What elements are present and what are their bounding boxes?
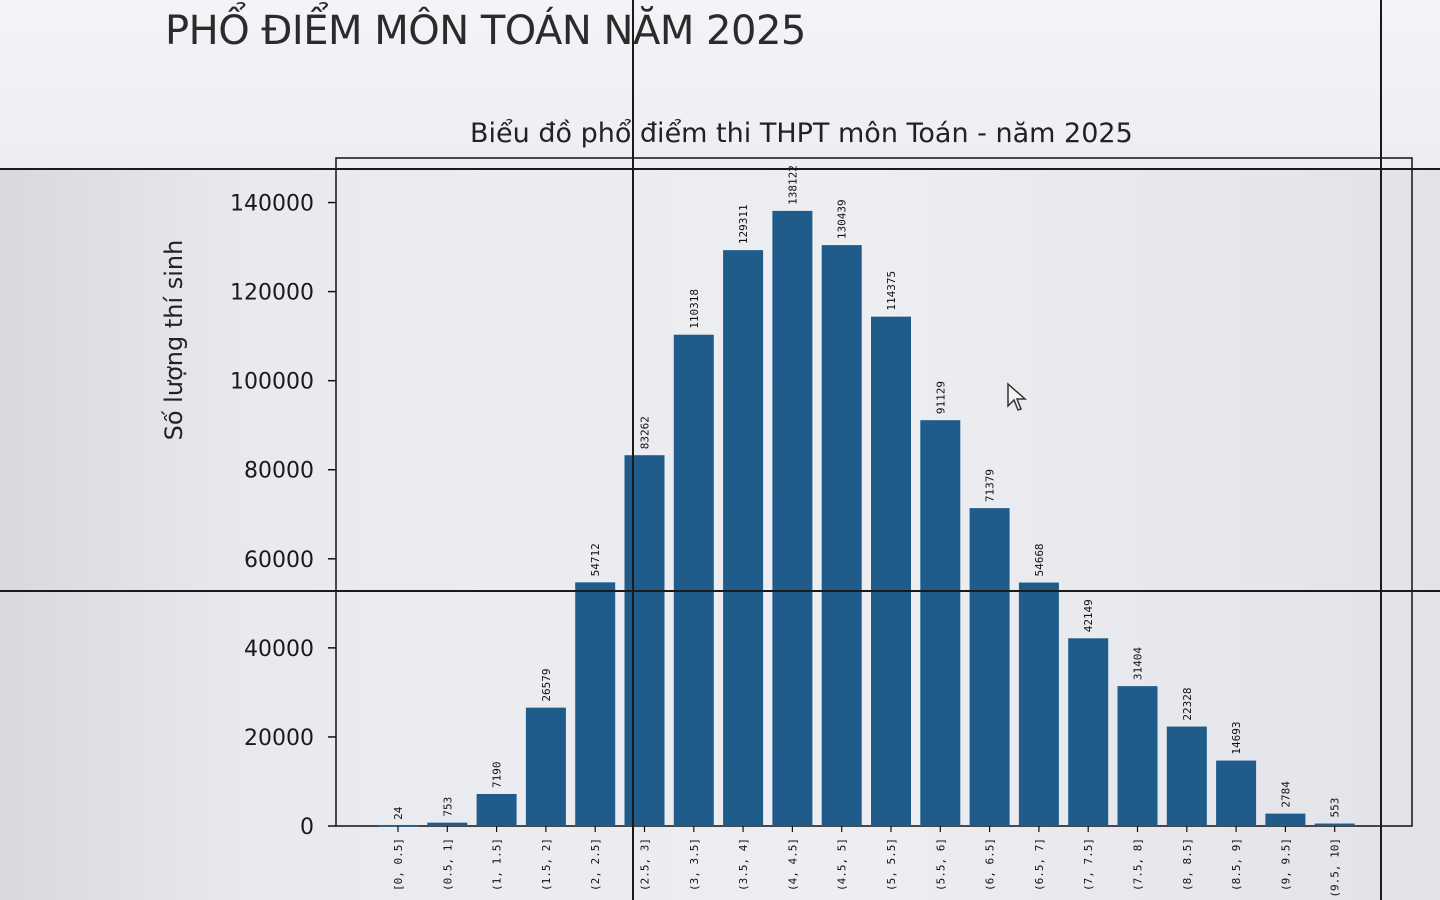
x-tick-label: (6.5, 7] <box>1033 838 1046 891</box>
bar <box>624 455 665 826</box>
bar <box>1166 726 1207 826</box>
x-tick-label: (4, 4.5] <box>786 838 799 891</box>
bar-data-label: 42149 <box>1082 599 1095 632</box>
bar <box>1117 686 1158 826</box>
bar-data-label: 71379 <box>984 469 997 502</box>
bar-data-label: 753 <box>441 797 454 817</box>
x-tick-label: (7, 7.5] <box>1082 838 1095 891</box>
bar-data-label: 26579 <box>540 669 553 702</box>
x-tick-label: [0, 0.5] <box>392 838 405 891</box>
bar <box>821 245 862 827</box>
bars <box>378 210 1355 827</box>
y-tick-label: 140000 <box>230 192 314 217</box>
bar <box>1018 582 1059 826</box>
bar <box>969 508 1010 826</box>
bar-data-label: 54712 <box>589 543 602 576</box>
y-tick-label: 20000 <box>244 726 314 751</box>
x-tick-label: (4.5, 5] <box>836 838 849 891</box>
slide-header-area <box>0 0 1440 170</box>
bar <box>575 582 616 826</box>
grid-line-vertical <box>632 0 634 900</box>
y-tick-label: 40000 <box>244 637 314 662</box>
x-tick-label: (9.5, 10] <box>1329 838 1342 898</box>
bar-data-label: 110318 <box>688 289 701 329</box>
x-tick-label: (8.5, 9] <box>1230 838 1243 891</box>
bar-data-label: 129311 <box>737 204 750 244</box>
grid-line-vertical <box>1380 0 1382 900</box>
grid-line-horizontal <box>0 168 1440 170</box>
slide-title: PHỔ ĐIỂM MÔN TOÁN NĂM 2025 <box>165 8 806 54</box>
bar-data-label: 7190 <box>491 761 504 787</box>
y-tick-label: 0 <box>300 815 314 840</box>
bar <box>427 822 468 826</box>
x-tick-label: (5, 5.5] <box>885 838 898 891</box>
bar-data-label: 553 <box>1329 798 1342 818</box>
x-tick-label: (2.5, 3] <box>639 838 652 891</box>
bar <box>1314 823 1355 826</box>
y-axis-ticks: 0 20000 40000 60000 80000 100000 120000 140000 <box>230 192 336 840</box>
x-axis-ticks: [0, 0.5] (0.5, 1] (1, 1.5] (1.5, 2] (2, 2.5]… <box>392 826 1342 898</box>
bar-data-labels: 24 753 7190 26579 54712 83262 110318 129311 1381… <box>392 165 1342 820</box>
bar <box>1068 638 1109 826</box>
x-tick-label: (3.5, 4] <box>737 838 750 891</box>
bar-data-label: 138122 <box>786 165 799 205</box>
bar <box>871 316 911 826</box>
grid-line-horizontal <box>0 590 1440 592</box>
bar-data-label: 22328 <box>1181 687 1194 720</box>
bar <box>673 334 714 826</box>
bar-data-label: 31404 <box>1132 647 1145 680</box>
bar-data-label: 114375 <box>885 271 898 311</box>
y-tick-label: 120000 <box>230 281 314 306</box>
y-tick-label: 80000 <box>244 459 314 484</box>
x-tick-label: (5.5, 6] <box>934 838 947 891</box>
bar <box>723 250 764 826</box>
x-tick-label: (2, 2.5] <box>589 838 602 891</box>
x-tick-label: (1, 1.5] <box>491 838 504 891</box>
y-tick-label: 100000 <box>230 370 314 395</box>
x-tick-label: (6, 6.5] <box>984 838 997 891</box>
bar <box>1216 760 1257 826</box>
bar <box>772 210 813 826</box>
bar <box>1265 813 1306 826</box>
x-tick-label: (9, 9.5] <box>1279 838 1292 891</box>
bar-data-label: 91129 <box>934 381 947 414</box>
x-tick-label: (3, 3.5] <box>688 838 701 891</box>
bar <box>476 793 517 826</box>
x-tick-label: (8, 8.5] <box>1181 838 1194 891</box>
x-tick-label: (1.5, 2] <box>540 838 553 891</box>
mouse-cursor-icon <box>1007 382 1027 411</box>
bar-data-label: 24 <box>392 806 405 820</box>
y-tick-label: 60000 <box>244 548 314 573</box>
bar <box>920 420 961 826</box>
bar <box>525 707 566 826</box>
bar-data-label: 14693 <box>1230 721 1243 754</box>
x-tick-label: (7.5, 8] <box>1132 838 1145 891</box>
bar-data-label: 54668 <box>1033 543 1046 576</box>
chart-title: Biểu đồ phổ điểm thi THPT môn Toán - năm… <box>470 118 1133 149</box>
x-tick-label: (0.5, 1] <box>441 838 454 891</box>
bar-data-label: 130439 <box>836 199 849 239</box>
bar-data-label: 83262 <box>639 416 652 449</box>
bar-data-label: 2784 <box>1279 781 1292 808</box>
